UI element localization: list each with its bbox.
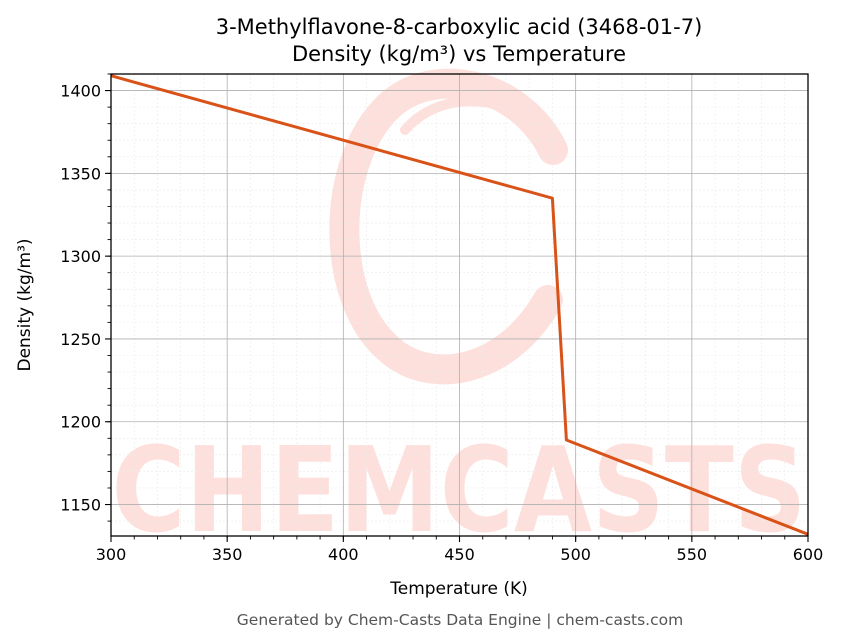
x-tick-label: 450	[444, 545, 475, 564]
x-axis-label: Temperature (K)	[389, 579, 528, 599]
x-tick-label: 400	[328, 545, 359, 564]
chart-title: 3-Methylflavone-8-carboxylic acid (3468-…	[216, 15, 703, 39]
x-tick-label: 500	[560, 545, 591, 564]
y-axis-ticks: 1150 1200 1250 1300 1350 1400	[60, 73, 111, 522]
y-tick-label: 1350	[60, 164, 101, 183]
watermark-logo	[329, 68, 568, 385]
y-tick-label: 1300	[60, 247, 101, 266]
chart-subtitle: Density (kg/m³) vs Temperature	[292, 42, 626, 66]
footer-credit: Generated by Chem-Casts Data Engine | ch…	[237, 611, 683, 629]
y-tick-label: 1200	[60, 413, 101, 432]
y-tick-label: 1400	[60, 82, 101, 101]
x-tick-label: 300	[96, 545, 127, 564]
y-axis-label: Density (kg/m³)	[15, 238, 35, 371]
x-axis-ticks: 300 350 400 450 500 550 600	[96, 536, 824, 564]
x-tick-label: 550	[677, 545, 708, 564]
y-tick-label: 1150	[60, 496, 101, 515]
density-series-line	[110, 74, 809, 536]
x-tick-label: 600	[793, 545, 824, 564]
x-tick-label: 350	[212, 545, 243, 564]
y-tick-label: 1250	[60, 330, 101, 349]
